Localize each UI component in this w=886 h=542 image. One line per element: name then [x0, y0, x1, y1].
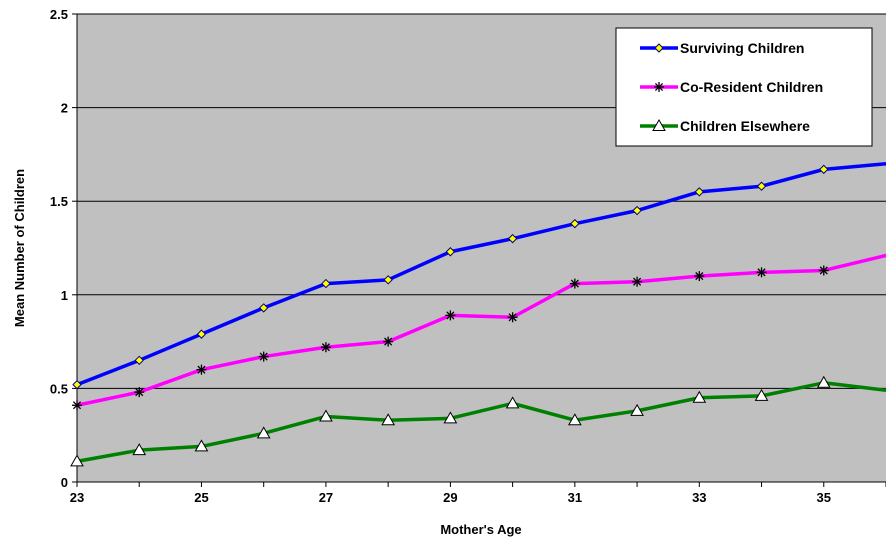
data-point [569, 278, 580, 289]
data-point [134, 355, 144, 366]
legend: Surviving Children Co-Resident Children Ch… [615, 27, 873, 147]
data-point [319, 409, 333, 422]
x-tick-label: 33 [692, 490, 706, 505]
x-axis-ticks: 23 25 27 29 31 33 35 [70, 482, 886, 505]
legend-marker [654, 43, 664, 53]
y-axis-ticks: 0 0.5 1 1.5 2 2.5 [50, 7, 77, 490]
x-tick-label: 25 [194, 490, 208, 505]
data-point [134, 387, 145, 398]
data-point [570, 218, 580, 229]
series-children-elsewhere [70, 375, 886, 467]
legend-marker [654, 82, 664, 92]
data-point [258, 303, 269, 313]
data-point [694, 271, 705, 282]
data-point [694, 187, 705, 197]
data-point [630, 403, 644, 416]
data-point [507, 312, 518, 323]
x-tick-label: 27 [319, 490, 333, 505]
legend-item: Children Elsewhere [640, 118, 810, 134]
data-point [445, 247, 456, 257]
data-point [816, 375, 831, 388]
data-point [194, 439, 209, 452]
y-tick-label: 2 [61, 101, 68, 116]
data-point [196, 364, 207, 375]
data-point [756, 181, 767, 191]
data-point [632, 276, 643, 287]
data-point [383, 336, 394, 347]
y-tick-label: 0 [61, 475, 68, 490]
legend-label: Surviving Children [680, 40, 804, 56]
series-group [70, 162, 886, 467]
data-point [443, 411, 458, 424]
y-tick-label: 1.5 [50, 194, 68, 209]
y-axis-title: Mean Number of Children [12, 169, 27, 327]
data-point [818, 265, 829, 276]
data-point [321, 278, 331, 289]
data-point [320, 342, 331, 353]
x-tick-label: 23 [70, 490, 84, 505]
data-point [72, 400, 82, 411]
legend-label: Co-Resident Children [680, 79, 823, 95]
data-point [567, 413, 582, 426]
y-tick-label: 0.5 [50, 381, 68, 396]
y-tick-label: 2.5 [50, 7, 68, 22]
legend-item: Co-Resident Children [640, 79, 823, 95]
data-point [754, 388, 769, 401]
data-point [692, 390, 707, 403]
data-point [70, 454, 84, 467]
data-point [756, 267, 767, 278]
series-line [76, 253, 886, 407]
series-line [76, 162, 886, 387]
series-co-resident-children [72, 253, 886, 411]
data-point [632, 205, 642, 216]
x-axis-title: Mother's Age [440, 522, 521, 537]
data-point [381, 413, 396, 426]
data-point [383, 275, 393, 285]
data-point [258, 351, 269, 362]
y-tick-label: 1 [61, 288, 68, 303]
data-point [132, 443, 147, 456]
x-tick-label: 29 [443, 490, 457, 505]
data-point [256, 426, 271, 439]
data-point [72, 379, 82, 390]
gridlines [77, 13, 886, 389]
data-point [445, 310, 456, 321]
legend-label: Children Elsewhere [680, 118, 810, 134]
x-tick-label: 31 [568, 490, 582, 505]
legend-marker [652, 118, 666, 131]
data-point [196, 329, 207, 339]
data-point [505, 396, 520, 409]
data-point [819, 164, 829, 175]
series-line [76, 381, 886, 464]
legend-item: Surviving Children [640, 40, 804, 56]
legend-items: Surviving Children Co-Resident Children Ch… [640, 40, 823, 134]
series-surviving-children [72, 162, 886, 390]
data-point [507, 233, 518, 244]
x-tick-label: 35 [817, 490, 831, 505]
